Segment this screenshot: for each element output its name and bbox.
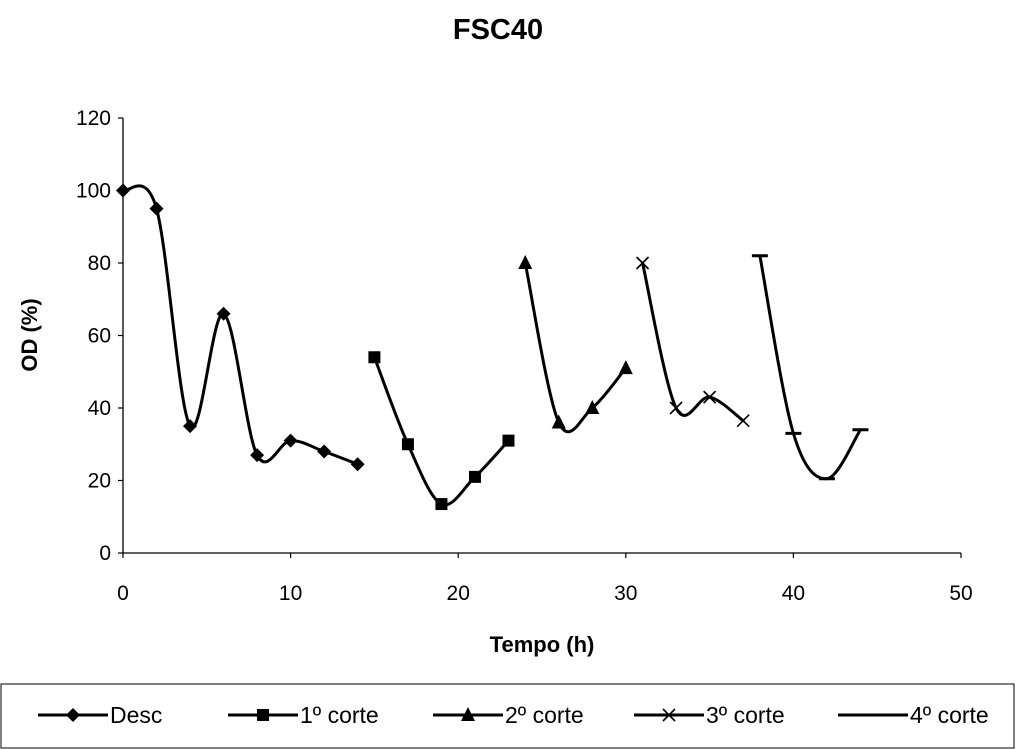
data-point [149, 201, 164, 216]
data-point [736, 414, 750, 428]
legend-item-desc: Desc [38, 702, 162, 728]
legend-label: 4º corte [910, 702, 989, 728]
y-tick-label: 0 [99, 542, 111, 565]
x-tick-label: 40 [782, 582, 805, 605]
data-point [518, 255, 533, 269]
legend-label: 2º corte [505, 702, 584, 728]
data-point [703, 390, 717, 404]
x-axis-title: Tempo (h) [490, 632, 595, 657]
data-point [468, 470, 481, 483]
x-tick-label: 30 [614, 582, 637, 605]
data-point [635, 256, 650, 270]
data-point [618, 360, 633, 375]
legend-marker [662, 708, 676, 722]
legend-item-1-corte: 1º corte [228, 702, 379, 728]
legend-label: 3º corte [706, 702, 785, 728]
series-line [641, 261, 745, 423]
series-line [523, 261, 628, 433]
series-layer [116, 183, 869, 511]
legend: Desc 1º corte 2º corte 3º corte 4º corte [0, 683, 1015, 749]
legend-label: Desc [110, 702, 162, 728]
data-point [350, 457, 365, 472]
data-point [585, 400, 600, 414]
series-desc [116, 183, 365, 472]
y-tick-label: 40 [88, 397, 111, 420]
legend-marker [257, 709, 269, 721]
series-line [372, 355, 510, 507]
x-ticks: 0 10 20 30 40 50 [117, 553, 973, 605]
series-1-corte [368, 351, 515, 511]
plot-area: 0 20 40 60 80 100 120 0 10 20 30 40 50 [76, 107, 973, 605]
data-point [317, 444, 332, 459]
y-tick-label: 80 [88, 252, 111, 275]
data-point [551, 414, 566, 429]
y-tick-label: 60 [88, 325, 111, 348]
series-line [121, 184, 360, 466]
legend-label: 1º corte [300, 702, 379, 728]
legend-item-4-corte: 4º corte [838, 702, 989, 728]
x-tick-label: 0 [117, 582, 129, 605]
legend-marker [66, 708, 80, 722]
series-3-corte [635, 256, 750, 428]
data-point [401, 438, 414, 451]
legend-item-2-corte: 2º corte [433, 702, 584, 728]
data-point [669, 401, 683, 415]
data-point [502, 434, 515, 447]
series-4-corte [751, 254, 869, 481]
legend-marker [461, 707, 475, 721]
data-point [116, 183, 130, 198]
data-point [183, 419, 198, 434]
y-tick-label: 100 [76, 180, 111, 203]
x-tick-label: 20 [447, 582, 470, 605]
legend-item-3-corte: 3º corte [634, 702, 785, 728]
y-tick-label: 20 [88, 470, 111, 493]
data-point [435, 498, 448, 511]
y-ticks: 0 20 40 60 80 100 120 [76, 107, 123, 565]
y-axis-title: OD (%) [17, 298, 42, 371]
x-tick-label: 50 [949, 582, 972, 605]
legend-items: Desc 1º corte 2º corte 3º corte 4º corte [38, 702, 989, 728]
data-point [368, 351, 381, 364]
series-2-corte [518, 255, 633, 433]
chart-title: FSC40 [453, 14, 543, 46]
y-tick-label: 120 [76, 107, 111, 130]
series-line [758, 254, 862, 481]
data-point [216, 306, 231, 321]
data-point [250, 448, 265, 463]
data-point [283, 433, 298, 448]
x-tick-label: 10 [279, 582, 302, 605]
